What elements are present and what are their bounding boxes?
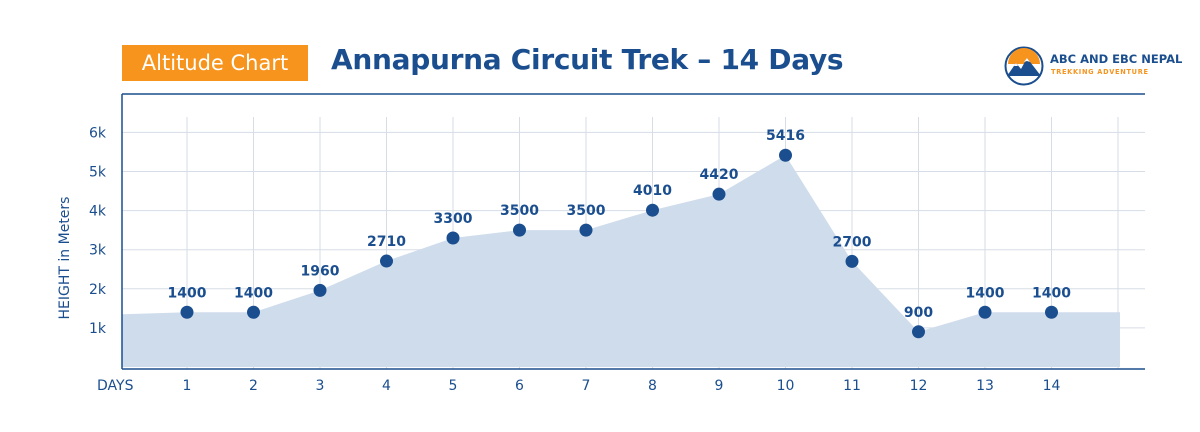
x-tick-label: 11 xyxy=(843,378,861,394)
x-tick-label: 6 xyxy=(515,378,524,394)
data-label: 3500 xyxy=(567,203,606,219)
data-point xyxy=(247,305,260,319)
x-tick-label: 4 xyxy=(382,378,391,394)
y-tick-label: 5k xyxy=(89,165,107,181)
data-label: 1400 xyxy=(168,285,207,301)
data-point xyxy=(912,325,925,339)
x-tick-label: 5 xyxy=(449,378,458,394)
x-tick-label: 14 xyxy=(1043,378,1061,394)
x-tick-label: 2 xyxy=(249,378,258,394)
y-tick-label: 3k xyxy=(89,243,107,259)
data-point xyxy=(1045,305,1058,319)
data-point xyxy=(380,254,393,268)
y-tick-label: 2k xyxy=(89,282,107,298)
data-label: 900 xyxy=(904,305,933,321)
data-point xyxy=(579,223,593,237)
data-label: 4010 xyxy=(633,183,672,199)
data-label: 2700 xyxy=(833,234,872,250)
x-tick-label: 3 xyxy=(316,378,325,394)
data-label: 2710 xyxy=(367,234,406,250)
logo-tagline: TREKKING ADVENTURE xyxy=(1051,68,1149,76)
data-point xyxy=(845,254,859,268)
brand-logo: ABC AND EBC NEPAL TREKKING ADVENTURE xyxy=(1004,46,1182,86)
chart-badge: Altitude Chart xyxy=(122,45,308,81)
x-tick-label: 7 xyxy=(582,378,591,394)
y-tick-label: 1k xyxy=(89,321,107,337)
y-axis-title: HEIGHT in Meters xyxy=(57,197,73,320)
data-point xyxy=(446,231,460,245)
x-tick-label: 1 xyxy=(183,378,192,394)
chart-title: Annapurna Circuit Trek – 14 Days xyxy=(331,43,844,76)
data-label: 1400 xyxy=(234,285,273,301)
x-tick-label: 10 xyxy=(777,378,795,394)
series-area xyxy=(122,155,1120,367)
data-point xyxy=(513,223,526,237)
data-point xyxy=(978,305,992,319)
data-label: 1400 xyxy=(1032,285,1071,301)
data-point xyxy=(779,148,792,162)
logo-name: ABC AND EBC NEPAL xyxy=(1050,52,1183,66)
y-tick-label: 4k xyxy=(89,204,107,220)
data-label: 3300 xyxy=(434,211,473,227)
x-tick-label: 8 xyxy=(648,378,657,394)
data-point xyxy=(712,187,726,201)
data-point xyxy=(646,203,659,217)
data-point xyxy=(313,283,327,297)
data-label: 4420 xyxy=(700,167,739,183)
data-label: 5416 xyxy=(766,128,805,144)
data-label: 3500 xyxy=(500,203,539,219)
mountain-sun-icon xyxy=(1004,46,1044,86)
data-point xyxy=(180,305,194,319)
x-tick-label: 13 xyxy=(976,378,994,394)
data-label: 1960 xyxy=(301,263,340,279)
x-axis-title: DAYS xyxy=(97,378,134,394)
y-tick-label: 6k xyxy=(89,125,107,141)
data-label: 1400 xyxy=(966,285,1005,301)
x-tick-label: 9 xyxy=(715,378,724,394)
x-tick-label: 12 xyxy=(910,378,928,394)
